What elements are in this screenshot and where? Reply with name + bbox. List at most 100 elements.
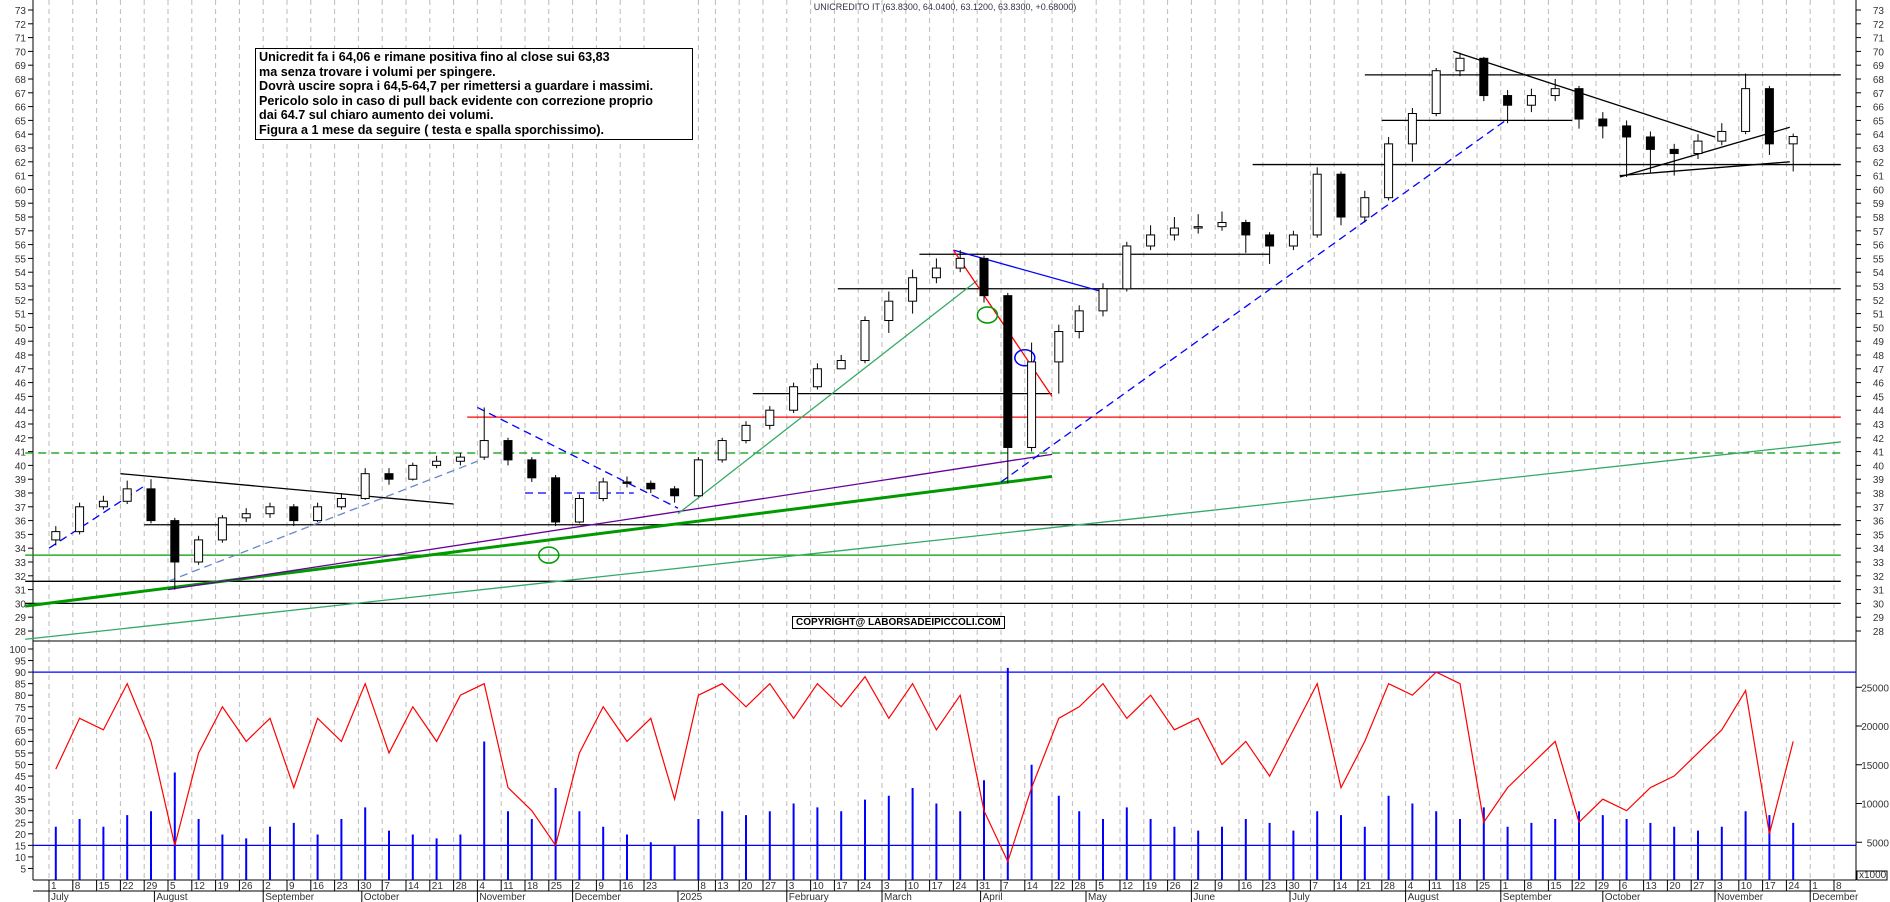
date-tick-label: 25 [551, 881, 563, 892]
date-tick-label: 18 [1455, 881, 1467, 892]
oscillator-tick-label: 90 [15, 668, 27, 679]
oscillator-tick-label: 35 [15, 795, 27, 806]
date-tick-label: 10 [1741, 881, 1753, 892]
date-tick-label: 21 [1360, 881, 1372, 892]
price-tick-label-left: 31 [15, 586, 27, 597]
month-label: March [884, 892, 912, 902]
candle-body [432, 460, 442, 466]
candle-body [1054, 331, 1064, 363]
candle-body [1788, 136, 1798, 145]
candle-body [1645, 136, 1655, 150]
oscillator-tick-label: 10 [15, 853, 27, 864]
candle-body [551, 477, 561, 523]
price-tick-label-right: 47 [1873, 365, 1885, 376]
price-tick-label-right: 68 [1873, 75, 1885, 86]
candle-body [931, 267, 941, 279]
oscillator-tick-label: 80 [15, 691, 27, 702]
candle-body [741, 424, 751, 442]
candle-body [1217, 222, 1227, 228]
price-tick-label-left: 58 [15, 213, 27, 224]
price-tick-label-left: 73 [15, 6, 27, 17]
date-tick-label: 4 [479, 881, 485, 892]
price-tick-label-right: 28 [1873, 627, 1885, 638]
candle-body [1598, 118, 1608, 127]
date-tick-label: 31 [979, 881, 991, 892]
date-tick-label: 10 [908, 881, 920, 892]
candle-body [1431, 70, 1441, 114]
price-tick-label-right: 39 [1873, 475, 1885, 486]
date-tick-label: 5 [1098, 881, 1104, 892]
price-tick-label-left: 69 [15, 61, 27, 72]
date-tick-label: 24 [860, 881, 872, 892]
price-tick-label-right: 70 [1873, 47, 1885, 58]
candle-body [670, 488, 680, 497]
oscillator-tick-label: 40 [15, 784, 27, 795]
price-tick-label-right: 63 [1873, 144, 1885, 155]
price-tick-label-right: 49 [1873, 337, 1885, 348]
month-label: October [364, 892, 400, 902]
month-label: November [479, 892, 526, 902]
date-tick-label: 29 [1598, 881, 1610, 892]
price-tick-label-right: 58 [1873, 213, 1885, 224]
price-tick-label-right: 64 [1873, 130, 1885, 141]
oscillator-tick-label: 100 [9, 645, 26, 656]
candle-body [836, 360, 846, 370]
price-tick-label-right: 55 [1873, 254, 1885, 265]
price-tick-label-left: 52 [15, 296, 27, 307]
date-tick-label: 8 [700, 881, 706, 892]
date-tick-label: 23 [646, 881, 658, 892]
highlight-ellipse [1014, 349, 1036, 367]
candle-body [622, 481, 632, 484]
candle-body [360, 473, 370, 500]
price-tick-label-left: 53 [15, 282, 27, 293]
candle-body [1265, 234, 1275, 247]
volume-tick-label: 15000 [1861, 761, 1889, 772]
candle-body [1717, 130, 1727, 142]
candle-body [693, 459, 703, 497]
price-tick-label-left: 44 [15, 406, 27, 417]
price-tick-label-left: 70 [15, 47, 27, 58]
oscillator-tick-label: 70 [15, 714, 27, 725]
price-tick-label-left: 36 [15, 517, 27, 528]
price-tick-label-right: 37 [1873, 503, 1885, 514]
price-tick-label-right: 31 [1873, 586, 1885, 597]
date-tick-label: 12 [1122, 881, 1134, 892]
candle-body [1288, 234, 1298, 247]
oscillator-tick-label: 65 [15, 726, 27, 737]
price-tick-label-right: 32 [1873, 572, 1885, 583]
chart-title: UNICREDITO IT (63.8300, 64.0400, 63.1200… [813, 2, 1077, 12]
price-tick-label-left: 35 [15, 530, 27, 541]
price-tick-label-right: 66 [1873, 103, 1885, 114]
date-tick-label: 30 [1289, 881, 1301, 892]
price-tick-label-left: 40 [15, 461, 27, 472]
price-tick-label-left: 49 [15, 337, 27, 348]
trend-line [167, 460, 478, 582]
date-tick-label: 24 [1788, 881, 1800, 892]
candle-body [574, 498, 584, 523]
trend-line [120, 473, 454, 505]
candle-body [265, 506, 275, 515]
date-tick-label: 18 [527, 881, 539, 892]
date-tick-label: 7 [1003, 881, 1009, 892]
note-line: Figura a 1 mese da seguire ( testa e spa… [259, 122, 605, 137]
candle-body [1169, 227, 1179, 236]
candle-body [1098, 288, 1108, 312]
month-label: September [265, 892, 315, 902]
price-tick-label-right: 65 [1873, 116, 1885, 127]
date-tick-label: 26 [241, 881, 253, 892]
copyright-label: COPYRIGHT@ LABORSADEIPICCOLI.COM [792, 616, 1005, 629]
oscillator-tick-label: 60 [15, 737, 27, 748]
candle-body [241, 513, 251, 519]
date-tick-label: 7 [384, 881, 390, 892]
price-tick-label-left: 68 [15, 75, 27, 86]
candle-body [1193, 226, 1203, 229]
date-tick-label: 15 [99, 881, 111, 892]
price-tick-label-right: 56 [1873, 241, 1885, 252]
highlight-ellipse [976, 306, 999, 324]
price-tick-label-left: 38 [15, 489, 27, 500]
price-tick-label-left: 37 [15, 503, 27, 514]
date-tick-label: 1 [1812, 881, 1818, 892]
date-tick-label: 27 [1693, 881, 1705, 892]
price-tick-label-right: 30 [1873, 599, 1885, 610]
price-tick-label-right: 42 [1873, 434, 1885, 445]
